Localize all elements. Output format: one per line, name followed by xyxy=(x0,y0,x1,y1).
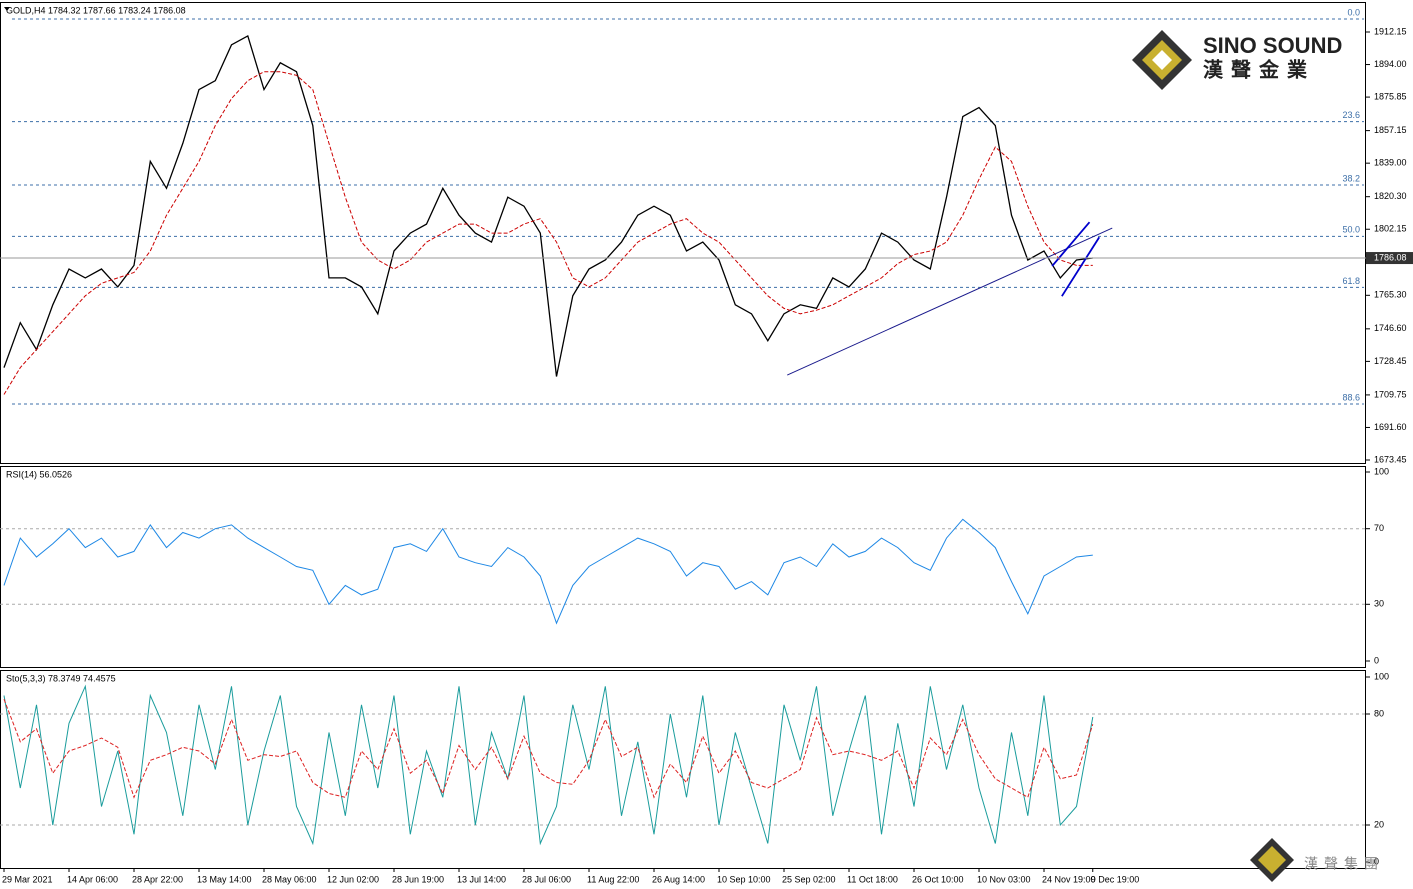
y-tick-label: 20 xyxy=(1374,819,1384,829)
trendline xyxy=(1061,236,1101,297)
y-tick-label: 1894.00 xyxy=(1374,59,1407,69)
x-tick-label: 28 Jun 19:00 xyxy=(392,874,444,884)
series-line xyxy=(3,699,1094,799)
x-tick-label: 26 Oct 10:00 xyxy=(912,874,964,884)
bid-label: 1786.08 xyxy=(1374,252,1407,262)
x-tick-label: 28 May 06:00 xyxy=(262,874,317,884)
x-tick-label: 13 Jul 14:00 xyxy=(457,874,506,884)
panel-title: GOLD,H4 1784.32 1787.66 1783.24 1786.08 xyxy=(6,5,186,15)
panel-title: RSI(14) 56.0526 xyxy=(6,469,72,479)
panel-frame xyxy=(0,2,1366,464)
panel-frame xyxy=(0,670,1366,869)
y-tick-label: 1709.75 xyxy=(1374,389,1407,399)
x-tick-label: 26 Aug 14:00 xyxy=(652,874,705,884)
fib-label: 50.0 xyxy=(1342,225,1360,235)
y-tick-label: 1912.15 xyxy=(1374,26,1407,36)
y-tick-label: 100 xyxy=(1374,671,1389,681)
bid-box xyxy=(1366,252,1413,265)
logo-core xyxy=(1152,50,1172,70)
menu-arrow xyxy=(4,7,10,11)
x-tick-label: 9 Dec 19:00 xyxy=(1091,874,1140,884)
y-tick-label: 1765.30 xyxy=(1374,290,1407,300)
trendline xyxy=(1051,221,1091,267)
panel-title: Sto(5,3,3) 78.3749 74.4575 xyxy=(6,673,116,683)
logo-small-inner xyxy=(1258,846,1286,874)
series-line xyxy=(3,34,1093,377)
y-tick-label: 100 xyxy=(1374,466,1389,476)
x-tick-label: 28 Apr 22:00 xyxy=(132,874,183,884)
y-tick-label: 1746.60 xyxy=(1374,323,1407,333)
fib-label: 23.6 xyxy=(1342,110,1360,120)
y-tick-label: 1728.45 xyxy=(1374,356,1407,366)
x-tick-label: 11 Oct 18:00 xyxy=(847,874,898,884)
y-tick-label: 0 xyxy=(1374,655,1379,665)
series-line xyxy=(3,71,1093,395)
fib-label: 0.0 xyxy=(1347,7,1360,17)
brand-chinese: 漢聲金業 xyxy=(1203,57,1315,81)
x-tick-label: 13 May 14:00 xyxy=(197,874,252,884)
y-tick-label: 80 xyxy=(1374,708,1384,718)
x-tick-label: 10 Sep 10:00 xyxy=(717,874,771,884)
x-tick-label: 28 Jul 06:00 xyxy=(522,874,571,884)
y-tick-label: 1802.15 xyxy=(1374,224,1407,234)
x-tick-label: 29 Mar 2021 xyxy=(2,874,53,884)
fib-label: 88.6 xyxy=(1342,392,1360,402)
y-tick-label: 1820.30 xyxy=(1374,191,1407,201)
logo: SINO SOUND 漢聲金業 漢聲集團 xyxy=(1132,30,1384,882)
y-tick-label: 70 xyxy=(1374,523,1384,533)
panel-frame xyxy=(0,466,1366,668)
y-tick-label: 1673.45 xyxy=(1374,454,1407,464)
x-tick-label: 25 Sep 02:00 xyxy=(782,874,836,884)
x-tick-label: 10 Nov 03:00 xyxy=(977,874,1031,884)
fib-label: 61.8 xyxy=(1342,276,1360,286)
brand-group: 漢聲集團 xyxy=(1304,856,1384,872)
series-line xyxy=(3,684,1094,846)
trendline xyxy=(787,227,1113,376)
y-tick-label: 1875.85 xyxy=(1374,91,1407,101)
x-tick-label: 14 Apr 06:00 xyxy=(67,874,118,884)
y-tick-label: 0 xyxy=(1374,856,1379,866)
x-tick-label: 12 Jun 02:00 xyxy=(327,874,379,884)
y-tick-label: 1857.15 xyxy=(1374,125,1407,135)
x-tick-label: 11 Aug 22:00 xyxy=(587,874,639,884)
y-tick-label: 1691.60 xyxy=(1374,422,1407,432)
y-tick-label: 30 xyxy=(1374,599,1384,609)
x-tick-label: 24 Nov 19:00 xyxy=(1042,874,1096,884)
brand-name: SINO SOUND xyxy=(1203,33,1342,58)
series-line xyxy=(3,518,1093,625)
y-tick-label: 1839.00 xyxy=(1374,158,1407,168)
fib-label: 38.2 xyxy=(1342,173,1360,183)
